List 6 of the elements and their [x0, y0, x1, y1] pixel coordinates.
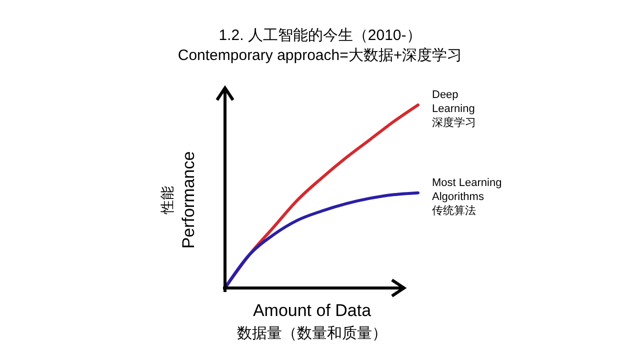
y-axis-title: 性能 Performance	[159, 151, 198, 249]
x-axis-title: Amount of Data 数据量（数量和质量）	[237, 301, 387, 342]
chart-subtitle: Contemporary approach=大数据+深度学习	[178, 47, 462, 64]
series-label: Deep Learning 深度学习	[432, 89, 476, 129]
series-label: Most Learning Algorithms 传统算法	[432, 176, 502, 217]
chart-title: 1.2. 人工智能的今生（2010-）	[218, 27, 422, 44]
